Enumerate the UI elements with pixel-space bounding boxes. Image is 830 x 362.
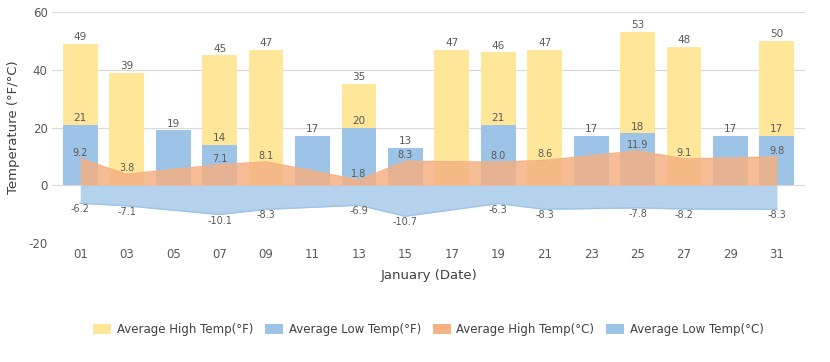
Bar [388, 148, 422, 185]
Text: 17: 17 [724, 125, 737, 134]
Bar [341, 127, 376, 185]
Text: 18: 18 [631, 122, 644, 131]
Text: 47: 47 [445, 38, 458, 48]
Bar [249, 50, 284, 185]
Text: 21: 21 [491, 113, 505, 123]
Y-axis label: Temperature (°F/°C): Temperature (°F/°C) [7, 61, 20, 194]
Bar [481, 125, 515, 185]
Text: -6.3: -6.3 [489, 205, 508, 215]
Text: 14: 14 [213, 133, 227, 143]
Text: -8.3: -8.3 [535, 210, 554, 220]
Bar [759, 41, 794, 185]
Bar [341, 84, 376, 185]
Text: 8.3: 8.3 [398, 150, 413, 160]
Bar [620, 32, 655, 185]
Text: 17: 17 [305, 125, 319, 134]
Text: 19: 19 [167, 119, 180, 129]
Text: 53: 53 [631, 20, 644, 30]
Bar [156, 130, 191, 185]
Text: 9.1: 9.1 [676, 148, 691, 158]
Text: 46: 46 [491, 41, 505, 51]
Text: 20: 20 [353, 116, 365, 126]
Text: 47: 47 [538, 38, 551, 48]
Text: 17: 17 [584, 125, 598, 134]
Text: 50: 50 [770, 29, 784, 39]
Text: -8.3: -8.3 [768, 210, 786, 220]
Text: 13: 13 [398, 136, 412, 146]
Bar [203, 145, 237, 185]
Bar [620, 133, 655, 185]
Text: 1.8: 1.8 [351, 169, 367, 179]
Text: 8.1: 8.1 [258, 151, 274, 161]
Text: -6.2: -6.2 [71, 205, 90, 214]
Bar [203, 55, 237, 185]
Bar [713, 136, 748, 185]
Text: 45: 45 [213, 43, 227, 54]
Bar [434, 50, 469, 185]
Text: 11.9: 11.9 [627, 140, 648, 150]
Text: 7.1: 7.1 [212, 153, 227, 164]
Text: -6.9: -6.9 [349, 206, 369, 216]
Text: 8.0: 8.0 [491, 151, 505, 161]
Bar [527, 50, 562, 185]
Text: -10.1: -10.1 [208, 216, 232, 226]
Text: 48: 48 [677, 35, 691, 45]
Bar [110, 73, 144, 185]
Text: 35: 35 [352, 72, 365, 83]
Bar [574, 136, 608, 185]
Text: 9.8: 9.8 [769, 146, 784, 156]
Bar [481, 52, 515, 185]
Text: 17: 17 [770, 125, 784, 134]
Text: 49: 49 [74, 32, 87, 42]
Text: 9.2: 9.2 [72, 148, 88, 157]
Text: 3.8: 3.8 [119, 163, 134, 173]
Legend: Average High Temp(°F), Average Low Temp(°F), Average High Temp(°C), Average Low : Average High Temp(°F), Average Low Temp(… [89, 318, 769, 341]
Text: 8.6: 8.6 [537, 149, 552, 159]
Text: -10.7: -10.7 [393, 217, 417, 227]
Text: 47: 47 [260, 38, 273, 48]
Bar [63, 44, 98, 185]
Text: 21: 21 [74, 113, 87, 123]
Bar [63, 125, 98, 185]
X-axis label: January (Date): January (Date) [380, 269, 477, 282]
Bar [666, 47, 701, 185]
Bar [295, 136, 330, 185]
Text: 39: 39 [120, 61, 134, 71]
Text: -7.1: -7.1 [117, 207, 136, 217]
Text: -8.2: -8.2 [675, 210, 693, 220]
Bar [759, 136, 794, 185]
Text: -7.8: -7.8 [628, 209, 647, 219]
Text: -8.3: -8.3 [256, 210, 276, 220]
